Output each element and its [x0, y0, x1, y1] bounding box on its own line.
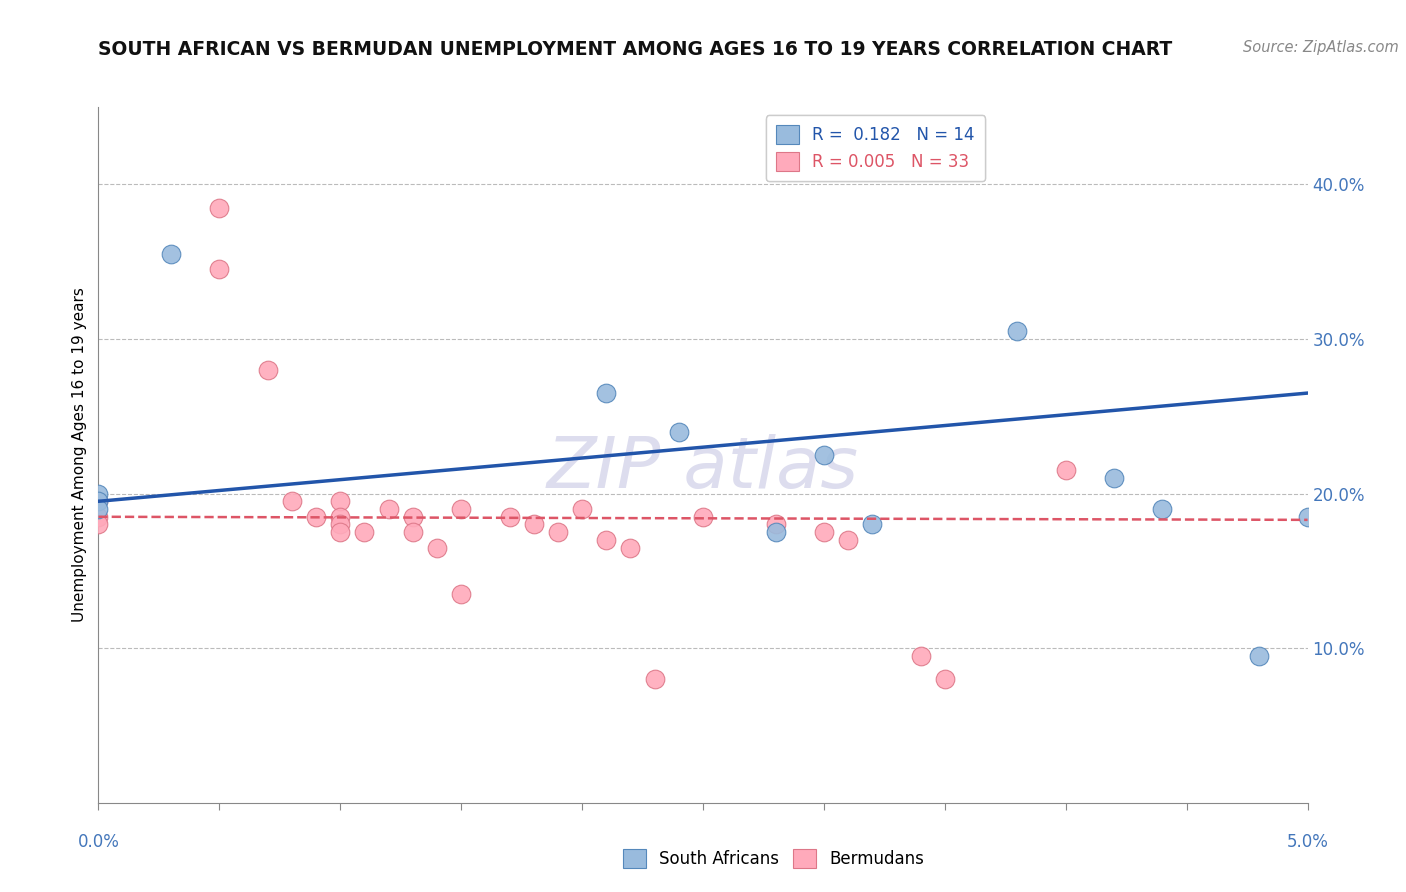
Legend: South Africans, Bermudans: South Africans, Bermudans	[616, 843, 931, 875]
Point	[87, 494, 110, 508]
Point	[87, 494, 110, 508]
Point	[765, 517, 787, 532]
Point	[547, 525, 569, 540]
Legend: R =  0.182   N = 14, R = 0.005   N = 33: R = 0.182 N = 14, R = 0.005 N = 33	[766, 115, 984, 181]
Point	[668, 425, 690, 439]
Point	[934, 672, 956, 686]
Point	[1007, 324, 1029, 338]
Point	[256, 363, 278, 377]
Point	[1296, 509, 1319, 524]
Point	[450, 587, 472, 601]
Text: ZIP atlas: ZIP atlas	[547, 434, 859, 503]
Point	[860, 517, 883, 532]
Point	[1249, 648, 1271, 663]
Point	[1102, 471, 1125, 485]
Point	[619, 541, 641, 555]
Point	[498, 509, 520, 524]
Point	[765, 525, 787, 540]
Point	[450, 502, 472, 516]
Point	[837, 533, 859, 547]
Text: 0.0%: 0.0%	[77, 833, 120, 851]
Point	[1152, 502, 1174, 516]
Point	[377, 502, 399, 516]
Point	[910, 648, 932, 663]
Point	[208, 262, 231, 277]
Text: 5.0%: 5.0%	[1286, 833, 1329, 851]
Point	[87, 502, 110, 516]
Point	[523, 517, 546, 532]
Point	[595, 386, 617, 401]
Point	[571, 502, 593, 516]
Point	[329, 525, 352, 540]
Point	[813, 525, 835, 540]
Point	[160, 247, 183, 261]
Point	[353, 525, 375, 540]
Y-axis label: Unemployment Among Ages 16 to 19 years: Unemployment Among Ages 16 to 19 years	[72, 287, 87, 623]
Point	[329, 517, 352, 532]
Text: Source: ZipAtlas.com: Source: ZipAtlas.com	[1243, 40, 1399, 55]
Point	[281, 494, 304, 508]
Point	[87, 509, 110, 524]
Point	[1054, 463, 1077, 477]
Point	[87, 517, 110, 532]
Point	[426, 541, 449, 555]
Point	[305, 509, 328, 524]
Point	[692, 509, 714, 524]
Text: SOUTH AFRICAN VS BERMUDAN UNEMPLOYMENT AMONG AGES 16 TO 19 YEARS CORRELATION CHA: SOUTH AFRICAN VS BERMUDAN UNEMPLOYMENT A…	[98, 40, 1173, 59]
Point	[87, 486, 110, 500]
Point	[329, 509, 352, 524]
Point	[402, 509, 425, 524]
Point	[208, 201, 231, 215]
Point	[329, 494, 352, 508]
Point	[644, 672, 666, 686]
Point	[595, 533, 617, 547]
Point	[402, 525, 425, 540]
Point	[813, 448, 835, 462]
